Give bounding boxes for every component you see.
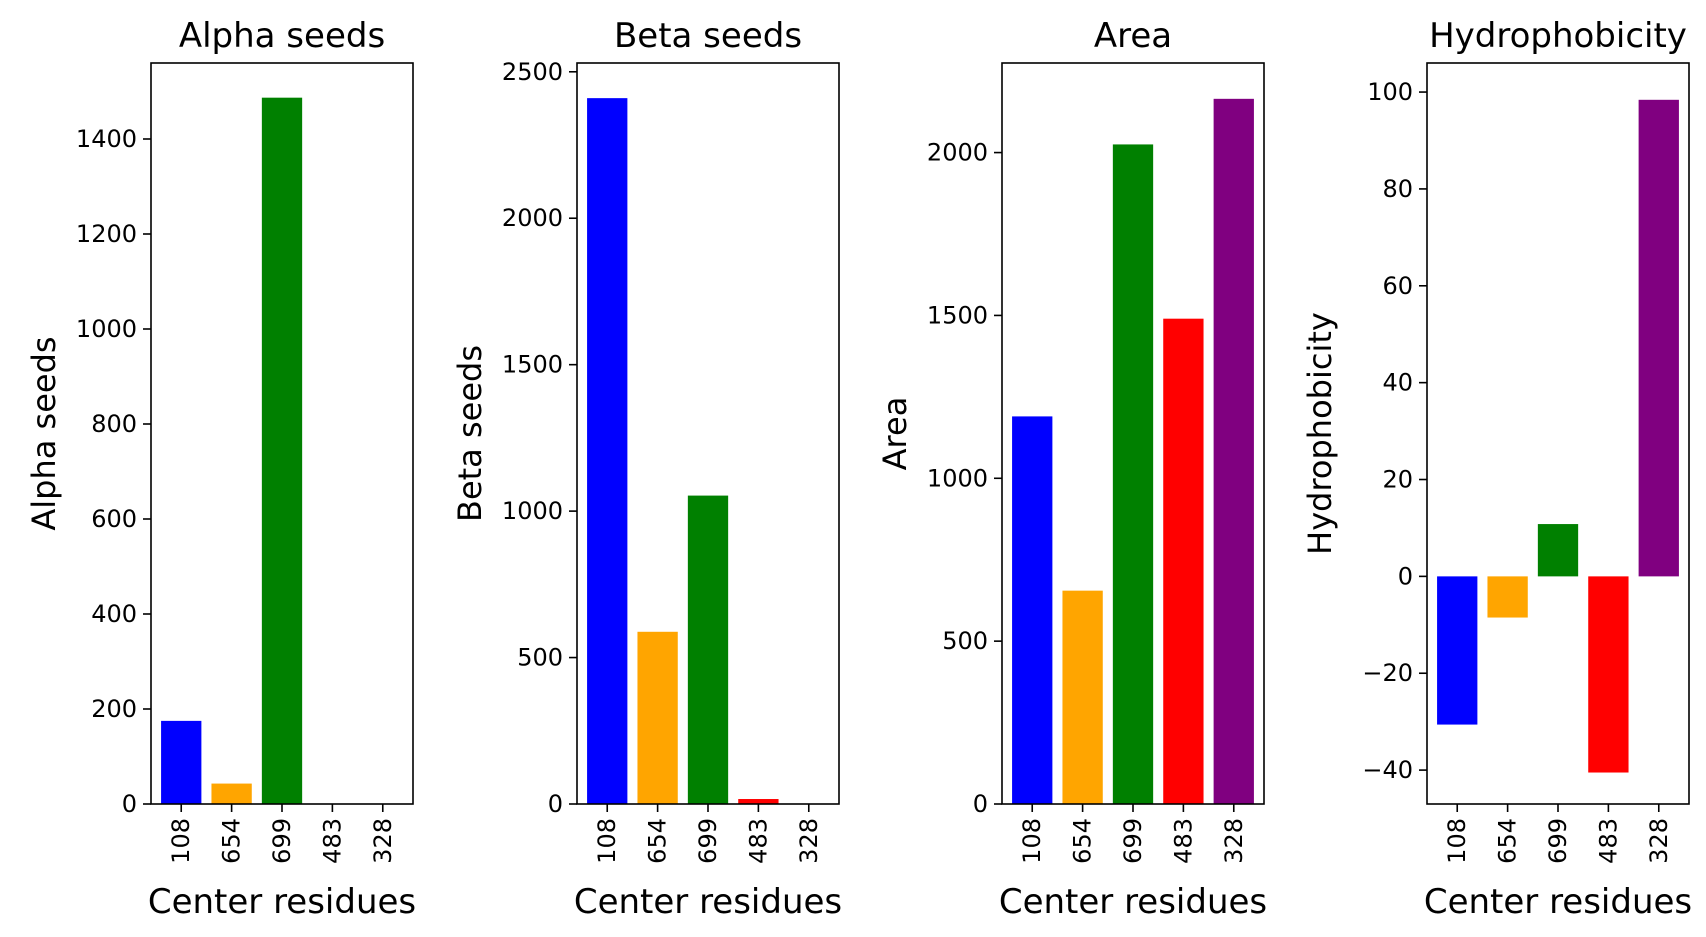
y-tick-label: 20 xyxy=(1382,466,1413,494)
x-tick-label: 699 xyxy=(694,818,722,864)
bar-483 xyxy=(1163,318,1204,804)
chart-2: 0 500 1000 1500 2000 108 654 699 483 328 Area Cente… xyxy=(876,16,1267,922)
bar-654 xyxy=(1062,590,1103,804)
y-tick-label: 400 xyxy=(91,600,137,628)
x-tick-label: 654 xyxy=(1069,818,1097,864)
bar-483 xyxy=(738,799,779,804)
y-tick-label: −20 xyxy=(1362,659,1413,687)
x-axis-label: Center residues xyxy=(148,882,416,922)
y-tick-label: 40 xyxy=(1382,369,1413,397)
chart-title: Area xyxy=(1094,16,1172,56)
chart-title: Hydrophobicity xyxy=(1429,16,1687,56)
y-tick-label: 200 xyxy=(91,695,137,723)
bar-108 xyxy=(1012,416,1053,804)
chart-title: Beta seeds xyxy=(614,16,802,56)
x-tick-label: 108 xyxy=(1443,818,1471,864)
x-tick-label: 108 xyxy=(593,818,621,864)
x-tick-label: 699 xyxy=(1544,818,1572,864)
y-tick-label: 1200 xyxy=(76,220,137,248)
y-tick-label: 0 xyxy=(973,790,988,818)
bar-699 xyxy=(687,495,729,804)
y-tick-label: 60 xyxy=(1382,272,1413,300)
y-tick-label: 500 xyxy=(942,627,988,655)
y-axis-label: Alpha seeds xyxy=(25,336,63,530)
bar-654 xyxy=(211,783,252,804)
y-tick-label: 1000 xyxy=(927,464,988,492)
y-tick-label: 0 xyxy=(1398,562,1413,590)
x-tick-label: 654 xyxy=(218,818,246,864)
bar-108 xyxy=(1437,576,1478,725)
x-tick-label: 654 xyxy=(644,818,672,864)
chart-title: Alpha seeds xyxy=(179,16,385,56)
bar-699 xyxy=(1112,144,1154,804)
x-tick-label: 483 xyxy=(1169,818,1197,864)
y-tick-label: 80 xyxy=(1382,175,1413,203)
bar-654 xyxy=(637,631,678,804)
chart-0: 0 200 400 600 800 1000 1200 1400 108 654 699 483 328… xyxy=(25,16,416,922)
y-tick-label: 2000 xyxy=(927,139,988,167)
bar-699 xyxy=(1537,524,1579,577)
y-tick-label: 500 xyxy=(517,644,563,672)
bar-654 xyxy=(1487,576,1528,618)
x-tick-label: 483 xyxy=(1594,818,1622,864)
y-tick-label: 1500 xyxy=(502,351,563,379)
bar-483 xyxy=(1588,576,1629,773)
y-tick-label: 1400 xyxy=(76,125,137,153)
bar-328 xyxy=(1213,98,1254,805)
x-axis-label: Center residues xyxy=(999,882,1267,922)
y-axis-label: Hydrophobicity xyxy=(1301,312,1339,555)
y-tick-label: 800 xyxy=(91,410,137,438)
y-tick-label: 2500 xyxy=(502,58,563,86)
y-tick-label: 0 xyxy=(548,790,563,818)
chart-3: −40 −20 0 20 40 60 80 100 108 654 699 483 328 Hydroph… xyxy=(1301,16,1692,922)
y-axis-label: Beta seeds xyxy=(451,345,489,522)
x-tick-label: 483 xyxy=(318,818,346,864)
x-tick-label: 108 xyxy=(1018,818,1046,864)
y-tick-label: 600 xyxy=(91,505,137,533)
chart-1: 0 500 1000 1500 2000 2500 108 654 699 483 328 Beta … xyxy=(451,16,842,922)
bar-699 xyxy=(261,97,303,805)
y-tick-label: 2000 xyxy=(502,204,563,232)
x-tick-label: 328 xyxy=(1645,818,1673,864)
x-tick-label: 699 xyxy=(268,818,296,864)
bar-108 xyxy=(161,720,202,804)
x-axis-label: Center residues xyxy=(574,882,842,922)
x-tick-label: 328 xyxy=(369,818,397,864)
y-tick-label: 1000 xyxy=(502,497,563,525)
y-tick-label: 1000 xyxy=(76,315,137,343)
y-tick-label: 0 xyxy=(122,790,137,818)
x-tick-label: 108 xyxy=(167,818,195,864)
y-tick-label: 100 xyxy=(1367,78,1413,106)
x-tick-label: 483 xyxy=(744,818,772,864)
y-tick-label: 1500 xyxy=(927,301,988,329)
x-tick-label: 654 xyxy=(1494,818,1522,864)
bar-108 xyxy=(587,98,628,805)
x-tick-label: 328 xyxy=(1220,818,1248,864)
y-tick-label: −40 xyxy=(1362,756,1413,784)
y-axis-label: Area xyxy=(876,397,914,471)
x-tick-label: 328 xyxy=(795,818,823,864)
x-tick-label: 699 xyxy=(1119,818,1147,864)
bar-328 xyxy=(1638,99,1679,577)
x-axis-label: Center residues xyxy=(1424,882,1692,922)
